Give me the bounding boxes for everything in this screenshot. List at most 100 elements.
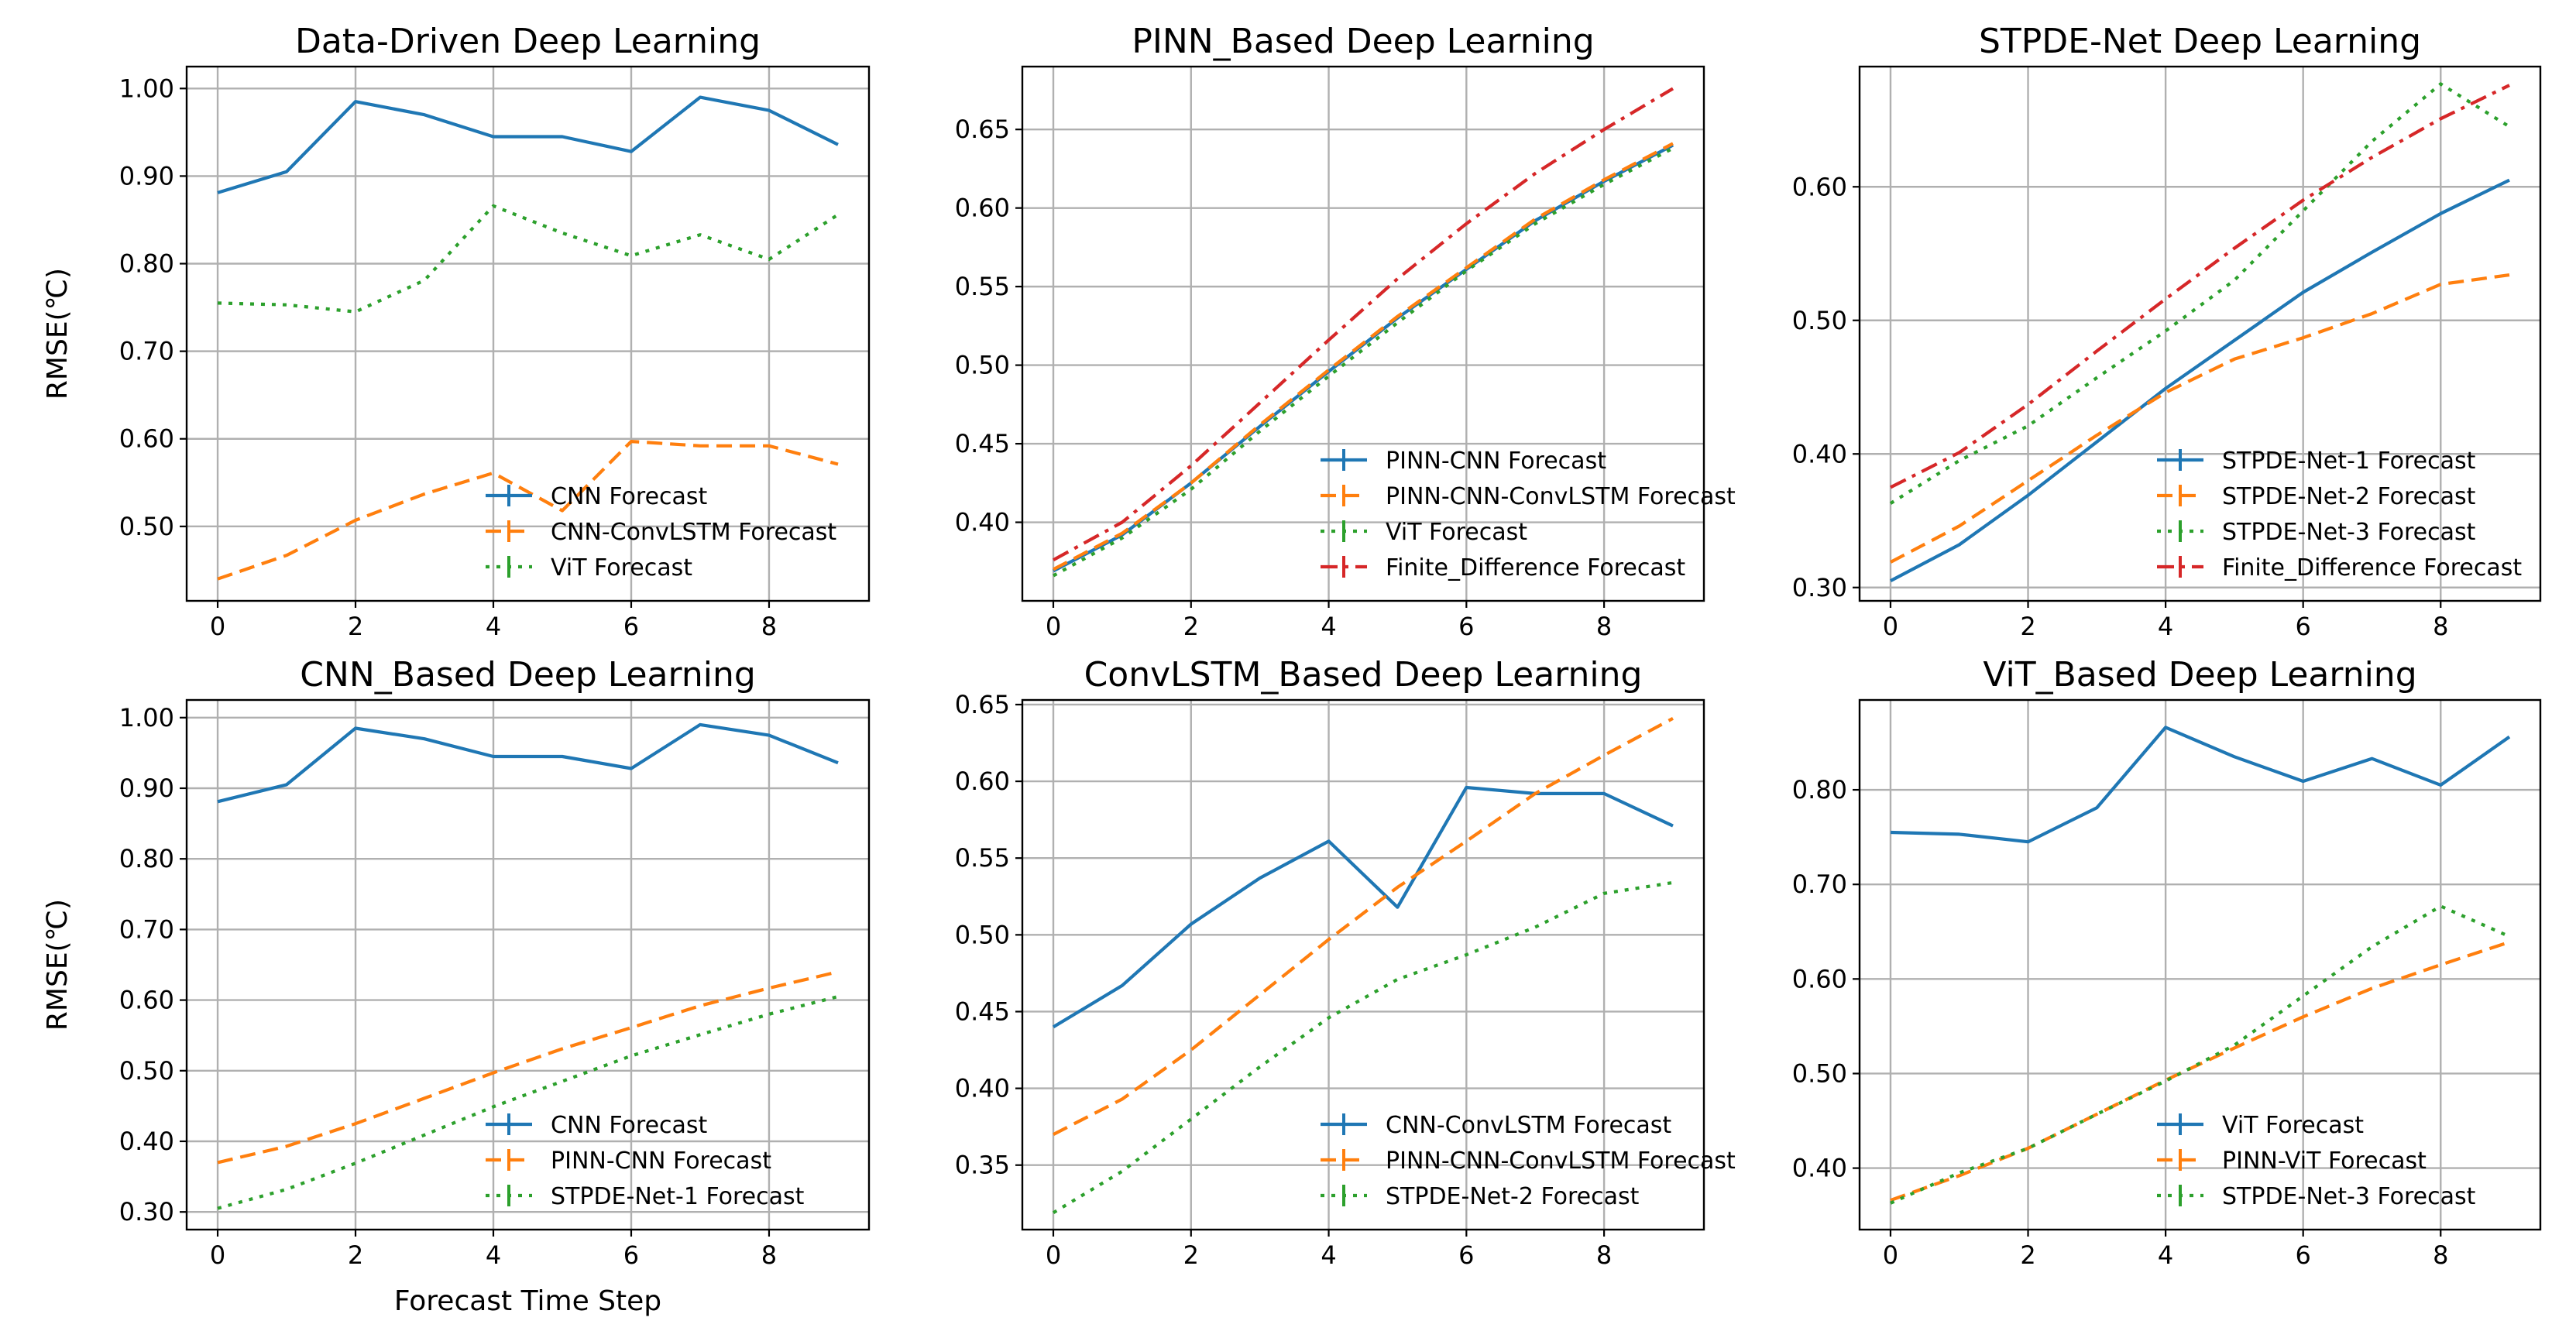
series-line-4 [1890, 84, 2510, 489]
x-tick-label: 8 [761, 1240, 777, 1270]
subplot-2: 0 2 4 6 8 0.40 0.45 0.50 0.55 0.60 0.65 PINN_Based … [955, 22, 1736, 641]
x-tick-label: 6 [1458, 1240, 1474, 1270]
legend: ViT Forecast PINN-ViT Forecast STPDE-Net-3… [2157, 1112, 2476, 1210]
x-tick-label: 8 [2433, 1240, 2448, 1270]
legend: CNN Forecast PINN-CNN Forecast STPDE-Net-1… [486, 1112, 805, 1210]
y-tick-label: 0.40 [119, 1127, 174, 1156]
y-tick-label: 0.80 [119, 249, 174, 279]
y-tick-label: 0.45 [955, 429, 1010, 458]
y-tick-label: 0.50 [119, 1056, 174, 1086]
legend-label: PINN-CNN Forecast [551, 1148, 771, 1175]
y-tick-label: 0.60 [1792, 172, 1847, 201]
y-tick-label: 0.40 [955, 508, 1010, 537]
series-line-2 [1053, 716, 1674, 1136]
axes-frame [185, 65, 871, 602]
series-line-1 [1052, 785, 1674, 1029]
y-tick-label: 0.60 [119, 986, 174, 1015]
legend: CNN-ConvLSTM Forecast PINN-CNN-ConvLSTM F… [1321, 1112, 1736, 1210]
x-tick-label: 6 [2296, 1240, 2311, 1270]
y-tick-label: 0.90 [119, 161, 174, 190]
legend-label: Finite_Difference Forecast [1386, 554, 1685, 582]
series-line-2 [1890, 273, 2510, 564]
x-tick-label: 8 [761, 612, 777, 641]
y-tick-label: 0.30 [1792, 573, 1847, 602]
x-tick-label: 2 [1183, 1240, 1199, 1270]
x-tick-label: 2 [2020, 612, 2035, 641]
legend-label: ViT Forecast [551, 554, 692, 582]
y-tick-label: 0.80 [1792, 775, 1847, 805]
legend-label: STPDE-Net-1 Forecast [2222, 448, 2476, 475]
legend-label: STPDE-Net-2 Forecast [2222, 483, 2476, 510]
y-tick-label: 0.45 [955, 997, 1010, 1026]
series-line-1 [1890, 178, 2510, 582]
legend-label: Finite_Difference Forecast [2222, 554, 2522, 582]
y-tick-label: 0.80 [119, 844, 174, 873]
x-tick-label: 0 [1046, 1240, 1061, 1270]
legend-label: STPDE-Net-1 Forecast [551, 1183, 805, 1210]
legend-label: STPDE-Net-3 Forecast [2222, 1183, 2476, 1210]
y-tick-label: 0.40 [1792, 439, 1847, 468]
x-tick-label: 2 [2020, 1240, 2035, 1270]
series-line-1 [217, 722, 839, 804]
y-tick-label: 0.40 [1792, 1154, 1847, 1183]
y-tick-label: 0.70 [119, 914, 174, 944]
subplot-6: 0 2 4 6 8 0.40 0.50 0.60 0.70 0.80 ViT_Based Deep … [1792, 655, 2542, 1270]
x-tick-label: 6 [623, 1240, 639, 1270]
series-line-4 [1052, 87, 1674, 562]
x-tick-label: 2 [1183, 612, 1199, 641]
x-tick-label: 4 [486, 1240, 501, 1270]
legend-label: ViT Forecast [2222, 1112, 2364, 1139]
y-tick-label: 1.00 [119, 703, 174, 732]
y-tick-label: 0.70 [119, 337, 174, 366]
axes-frame [1021, 698, 1705, 1231]
legend-label: CNN-ConvLSTM Forecast [1386, 1112, 1671, 1139]
x-tick-label: 6 [623, 612, 639, 641]
y-tick-label: 1.00 [119, 74, 174, 103]
x-tick-label: 0 [1883, 1240, 1898, 1270]
y-tick-label: 0.90 [119, 774, 174, 803]
y-tick-label: 0.50 [119, 512, 174, 541]
x-tick-label: 0 [1046, 612, 1061, 641]
subplot-title: ConvLSTM_Based Deep Learning [1084, 655, 1643, 695]
y-tick-label: 0.55 [955, 843, 1010, 873]
x-tick-label: 8 [1596, 612, 1612, 641]
y-tick-label: 0.60 [955, 194, 1010, 223]
subplot-title: PINN_Based Deep Learning [1132, 22, 1594, 61]
subplot-title: Data-Driven Deep Learning [295, 22, 761, 61]
y-tick-label: 0.60 [119, 424, 174, 454]
subplot-3: 0 2 4 6 8 0.30 0.40 0.50 0.60 STPDE-Net Deep Lear… [1792, 22, 2542, 641]
y-tick-label: 0.40 [955, 1074, 1010, 1103]
x-tick-label: 2 [348, 612, 363, 641]
y-tick-label: 0.55 [955, 272, 1010, 301]
y-tick-label: 0.65 [955, 690, 1010, 719]
x-tick-label: 0 [210, 1240, 225, 1270]
axes-frame [1858, 65, 2542, 602]
axes-frame [1858, 698, 2542, 1231]
series-line-2 [1053, 142, 1674, 571]
series-line-3 [1052, 146, 1674, 578]
subplot-title: ViT_Based Deep Learning [1983, 655, 2416, 695]
y-tick-label: 0.60 [955, 767, 1010, 796]
x-tick-label: 8 [2433, 612, 2448, 641]
y-tick-label: 0.70 [1792, 870, 1847, 899]
legend-label: PINN-CNN-ConvLSTM Forecast [1386, 1148, 1736, 1175]
x-tick-label: 6 [2296, 612, 2311, 641]
y-tick-label: 0.30 [119, 1197, 174, 1226]
subplot-4: 0 2 4 6 8 0.30 0.40 0.50 0.60 0.70 0.80 0.90 1.00 CNN… [42, 655, 871, 1317]
x-tick-label: 4 [2158, 612, 2173, 641]
x-tick-label: 0 [1883, 612, 1898, 641]
series-line-1 [217, 95, 839, 194]
axes-frame [185, 698, 871, 1231]
legend-label: STPDE-Net-2 Forecast [1386, 1183, 1640, 1210]
x-tick-label: 0 [210, 612, 225, 641]
y-axis-label: RMSE(℃) [42, 268, 74, 400]
series-line-3 [217, 994, 839, 1210]
legend-label: ViT Forecast [1386, 519, 1527, 546]
x-tick-label: 8 [1596, 1240, 1612, 1270]
legend: PINN-CNN Forecast PINN-CNN-ConvLSTM Forec… [1321, 448, 1736, 582]
x-tick-label: 4 [1321, 1240, 1336, 1270]
subplot-title: STPDE-Net Deep Learning [1979, 22, 2421, 61]
y-tick-label: 0.50 [955, 351, 1010, 380]
series-line-1 [1890, 726, 2511, 844]
